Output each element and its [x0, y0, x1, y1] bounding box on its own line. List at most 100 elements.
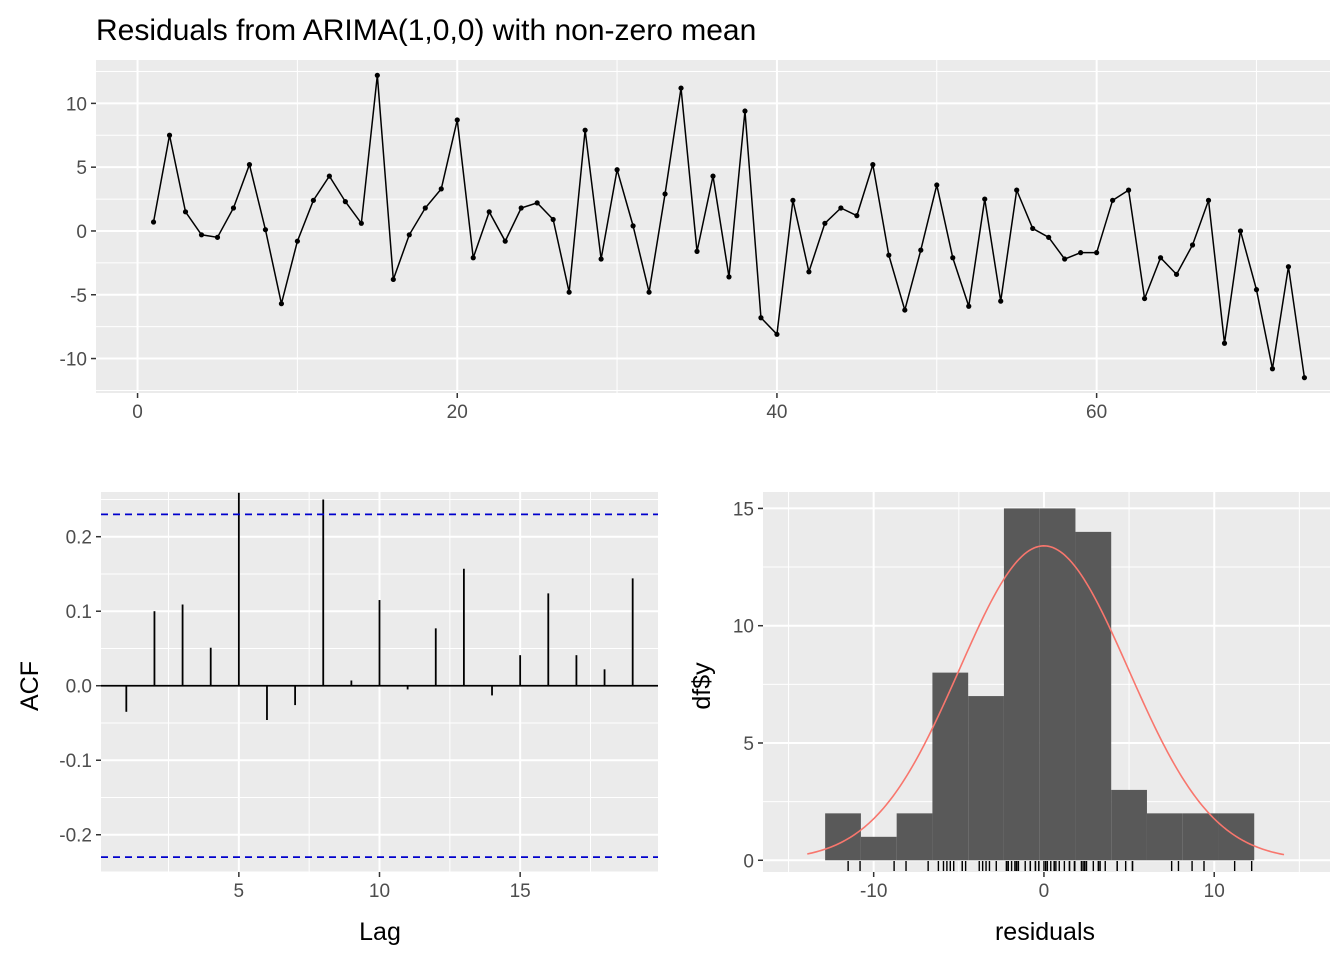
residual-point: [502, 238, 508, 244]
histogram-y-tick-label: 0: [743, 851, 754, 872]
residual-point: [694, 248, 700, 254]
residual-point: [406, 232, 412, 238]
acf-y-tick-label: 0.0: [66, 677, 92, 698]
residual-point: [470, 255, 476, 261]
residual-point: [1094, 250, 1100, 256]
residual-point: [614, 167, 620, 173]
histogram-y-axis-label: df$y: [688, 662, 716, 710]
residual-point: [886, 252, 892, 258]
residual-point: [310, 197, 316, 203]
residual-point: [918, 247, 924, 253]
histogram-bar: [825, 813, 861, 861]
acf-y-axis-label: ACF: [16, 661, 44, 711]
residual-point: [1205, 197, 1212, 203]
residual-point: [646, 289, 652, 295]
residual-point: [1141, 295, 1148, 302]
histogram-x-axis-label: residuals: [995, 918, 1095, 946]
histogram-x-tick-label: -10: [860, 881, 887, 902]
residual-point: [390, 276, 396, 283]
residual-point: [438, 186, 444, 192]
residual-point: [1221, 340, 1228, 346]
residual-point: [150, 219, 157, 225]
residuals-x-tick-label: 20: [447, 402, 468, 423]
residual-point: [486, 209, 492, 215]
residual-point: [1046, 234, 1052, 240]
residual-point: [1157, 255, 1164, 261]
residual-point: [838, 205, 844, 211]
residuals-time-series-panel: 0 20 40 60 -10 -5 0 5 10: [60, 60, 1330, 423]
residual-point: [822, 220, 828, 226]
residual-point: [182, 209, 189, 215]
residual-point: [662, 191, 668, 197]
residual-point: [342, 199, 348, 205]
acf-y-tick-label: -0.1: [59, 751, 92, 772]
residual-point: [1301, 375, 1308, 381]
residual-point: [982, 196, 988, 202]
histogram-bar: [1003, 508, 1040, 861]
residual-point: [246, 162, 253, 168]
residual-point: [870, 162, 876, 168]
residual-point: [806, 269, 812, 275]
histogram-bar: [1182, 813, 1219, 861]
residual-point: [230, 205, 237, 211]
histogram-bar: [896, 813, 933, 861]
histogram-bar: [1039, 508, 1076, 861]
residual-point: [294, 238, 301, 244]
residual-point: [566, 289, 572, 295]
residuals-x-tick-label: 0: [132, 402, 143, 423]
residual-point: [518, 205, 524, 211]
residual-point: [278, 301, 285, 307]
chart-title: Residuals from ARIMA(1,0,0) with non-zer…: [96, 14, 756, 47]
residual-point: [262, 227, 269, 233]
acf-y-tick-label: 0.1: [66, 602, 92, 623]
acf-y-tick-label: 0.2: [66, 528, 92, 549]
residual-point: [854, 213, 860, 219]
histogram-y-tick-label: 10: [733, 617, 754, 638]
residual-point: [166, 132, 173, 138]
residual-point: [422, 205, 428, 211]
residual-point: [1014, 187, 1020, 193]
residual-point: [1125, 187, 1132, 193]
histogram-y-tick-label: 5: [743, 734, 754, 755]
residual-point: [374, 72, 380, 78]
residuals-panel-background: [96, 60, 1330, 393]
residual-point: [198, 232, 205, 238]
residual-point: [678, 85, 684, 91]
histogram-bar: [932, 672, 969, 861]
acf-x-tick-label: 10: [369, 881, 390, 902]
residual-point: [1078, 250, 1084, 256]
residuals-x-tick-label: 60: [1086, 402, 1107, 423]
residual-point: [726, 274, 732, 280]
residuals-x-tick-label: 40: [766, 402, 787, 423]
residual-point: [902, 307, 908, 313]
residual-point: [630, 223, 636, 229]
acf-y-tick-label: -0.2: [59, 826, 92, 847]
residuals-y-tick-label: -10: [60, 350, 87, 371]
residual-point: [1237, 228, 1244, 234]
residual-point: [1189, 242, 1196, 248]
residual-point: [966, 303, 972, 309]
residual-point: [1253, 287, 1260, 293]
residual-point: [1030, 225, 1036, 232]
residual-point: [550, 216, 556, 223]
histogram-bar: [968, 696, 1004, 861]
residual-point: [534, 200, 540, 206]
residual-point: [454, 117, 460, 123]
residual-point: [598, 256, 604, 262]
histogram-bar: [1075, 531, 1112, 861]
histogram-y-tick-label: 15: [733, 499, 754, 520]
normal-density-curve: [807, 545, 1285, 856]
residual-point: [582, 127, 588, 133]
residual-point: [326, 173, 332, 179]
residual-point: [1269, 366, 1276, 372]
residuals-y-tick-label: 10: [66, 94, 87, 115]
residual-point: [214, 234, 221, 240]
residuals-y-tick-label: 5: [76, 158, 87, 179]
residual-point: [742, 108, 748, 114]
residual-point: [998, 298, 1004, 304]
residual-point: [358, 220, 364, 226]
residual-point: [774, 331, 780, 337]
histogram-bar: [1146, 813, 1183, 861]
residual-point: [1173, 271, 1180, 277]
